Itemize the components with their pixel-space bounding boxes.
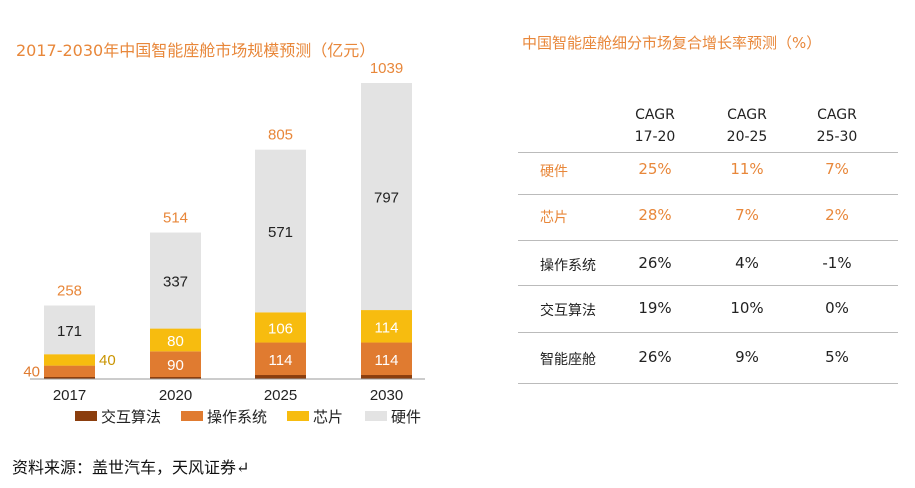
table-divider bbox=[518, 332, 898, 333]
column-header: CAGR 25-30 bbox=[817, 104, 858, 148]
table-cell: 28% bbox=[638, 206, 672, 224]
table-title: 中国智能座舱细分市场复合增长率预测（%） bbox=[522, 34, 822, 52]
bar-segment bbox=[361, 310, 412, 343]
chart-title: 2017-2030年中国智能座舱市场规模预测（亿元） bbox=[16, 41, 376, 60]
data-label: 40 bbox=[23, 363, 40, 380]
data-label: 337 bbox=[163, 274, 188, 291]
column-header-line: CAGR bbox=[635, 107, 675, 123]
row-label: 芯片 bbox=[540, 210, 568, 226]
column-header-line: 20-25 bbox=[726, 129, 768, 145]
total-label: 258 bbox=[57, 282, 82, 299]
legend-label: 操作系统 bbox=[207, 409, 267, 426]
column-header-line: CAGR bbox=[817, 107, 857, 123]
table-cell: 7% bbox=[735, 206, 759, 224]
table-cell: 2% bbox=[825, 206, 849, 224]
table-divider bbox=[518, 285, 898, 286]
bar-segment bbox=[361, 83, 412, 311]
row-label: 交互算法 bbox=[540, 303, 596, 319]
bar-segment bbox=[255, 149, 306, 313]
x-tick-label: 2030 bbox=[370, 387, 403, 404]
x-tick-label: 2025 bbox=[264, 387, 297, 404]
table-cell: 26% bbox=[638, 254, 672, 272]
column-header-line: CAGR bbox=[727, 107, 767, 123]
table-cell: 11% bbox=[730, 160, 764, 178]
table-cell: 10% bbox=[730, 299, 764, 317]
table-divider bbox=[518, 383, 898, 384]
data-label: 114 bbox=[375, 319, 399, 336]
row-label: 操作系统 bbox=[540, 258, 596, 274]
column-header: CAGR 17-20 bbox=[635, 104, 676, 148]
column-header: CAGR 20-25 bbox=[727, 104, 768, 148]
bar-segment bbox=[44, 354, 95, 366]
table-cell: 9% bbox=[735, 348, 759, 366]
data-label: 797 bbox=[374, 190, 399, 207]
legend-swatch bbox=[181, 411, 203, 421]
bar-segment bbox=[44, 365, 95, 378]
data-label: 114 bbox=[375, 352, 399, 369]
data-label: 90 bbox=[167, 357, 184, 374]
table-divider bbox=[518, 240, 898, 241]
legend-swatch bbox=[287, 411, 309, 421]
data-label: 114 bbox=[269, 352, 293, 369]
table-cell: 4% bbox=[735, 254, 759, 272]
table-cell: 7% bbox=[825, 160, 849, 178]
source-note: 资料来源：盖世汽车，天风证券↵ bbox=[12, 458, 250, 477]
column-header-line: 17-20 bbox=[634, 129, 676, 145]
bar-segment bbox=[150, 351, 201, 378]
legend-swatch bbox=[365, 411, 387, 421]
table-cell: 26% bbox=[638, 348, 672, 366]
table-cell: 25% bbox=[638, 160, 672, 178]
table-cell: -1% bbox=[822, 254, 852, 272]
x-tick-label: 2017 bbox=[53, 387, 86, 404]
total-label: 514 bbox=[163, 210, 188, 227]
total-label: 1039 bbox=[370, 60, 403, 77]
row-label: 智能座舱 bbox=[540, 352, 596, 368]
table-cell: 19% bbox=[638, 299, 672, 317]
data-label: 80 bbox=[167, 333, 184, 350]
bar-segment bbox=[255, 375, 306, 379]
legend-label: 硬件 bbox=[391, 409, 421, 426]
data-label: 171 bbox=[57, 323, 82, 340]
legend-swatch bbox=[75, 411, 97, 421]
data-label: 40 bbox=[99, 352, 116, 369]
bar-segment bbox=[150, 377, 201, 379]
data-label: 106 bbox=[268, 320, 293, 337]
data-label: 571 bbox=[268, 224, 293, 241]
legend-label: 交互算法 bbox=[101, 408, 161, 426]
bar-segment bbox=[44, 305, 95, 355]
bar-segment bbox=[255, 312, 306, 343]
table-divider bbox=[518, 194, 898, 195]
x-tick-label: 2020 bbox=[159, 387, 192, 404]
column-header-line: 25-30 bbox=[816, 129, 858, 145]
total-label: 805 bbox=[268, 127, 293, 144]
bar-segment bbox=[361, 375, 412, 379]
bar-segment bbox=[255, 342, 306, 376]
bar-segment bbox=[150, 232, 201, 329]
bar-segment bbox=[44, 377, 95, 379]
table-cell: 0% bbox=[825, 299, 849, 317]
table-cell: 5% bbox=[825, 348, 849, 366]
legend-label: 芯片 bbox=[313, 409, 343, 426]
bar-segment bbox=[150, 328, 201, 352]
row-label: 硬件 bbox=[540, 164, 568, 180]
table-divider bbox=[518, 152, 898, 153]
bar-segment bbox=[361, 342, 412, 376]
stacked-bar-chart: 40 40 171 258 2017 90 80 337 514 2020 114 106 571 805… bbox=[23, 60, 425, 426]
